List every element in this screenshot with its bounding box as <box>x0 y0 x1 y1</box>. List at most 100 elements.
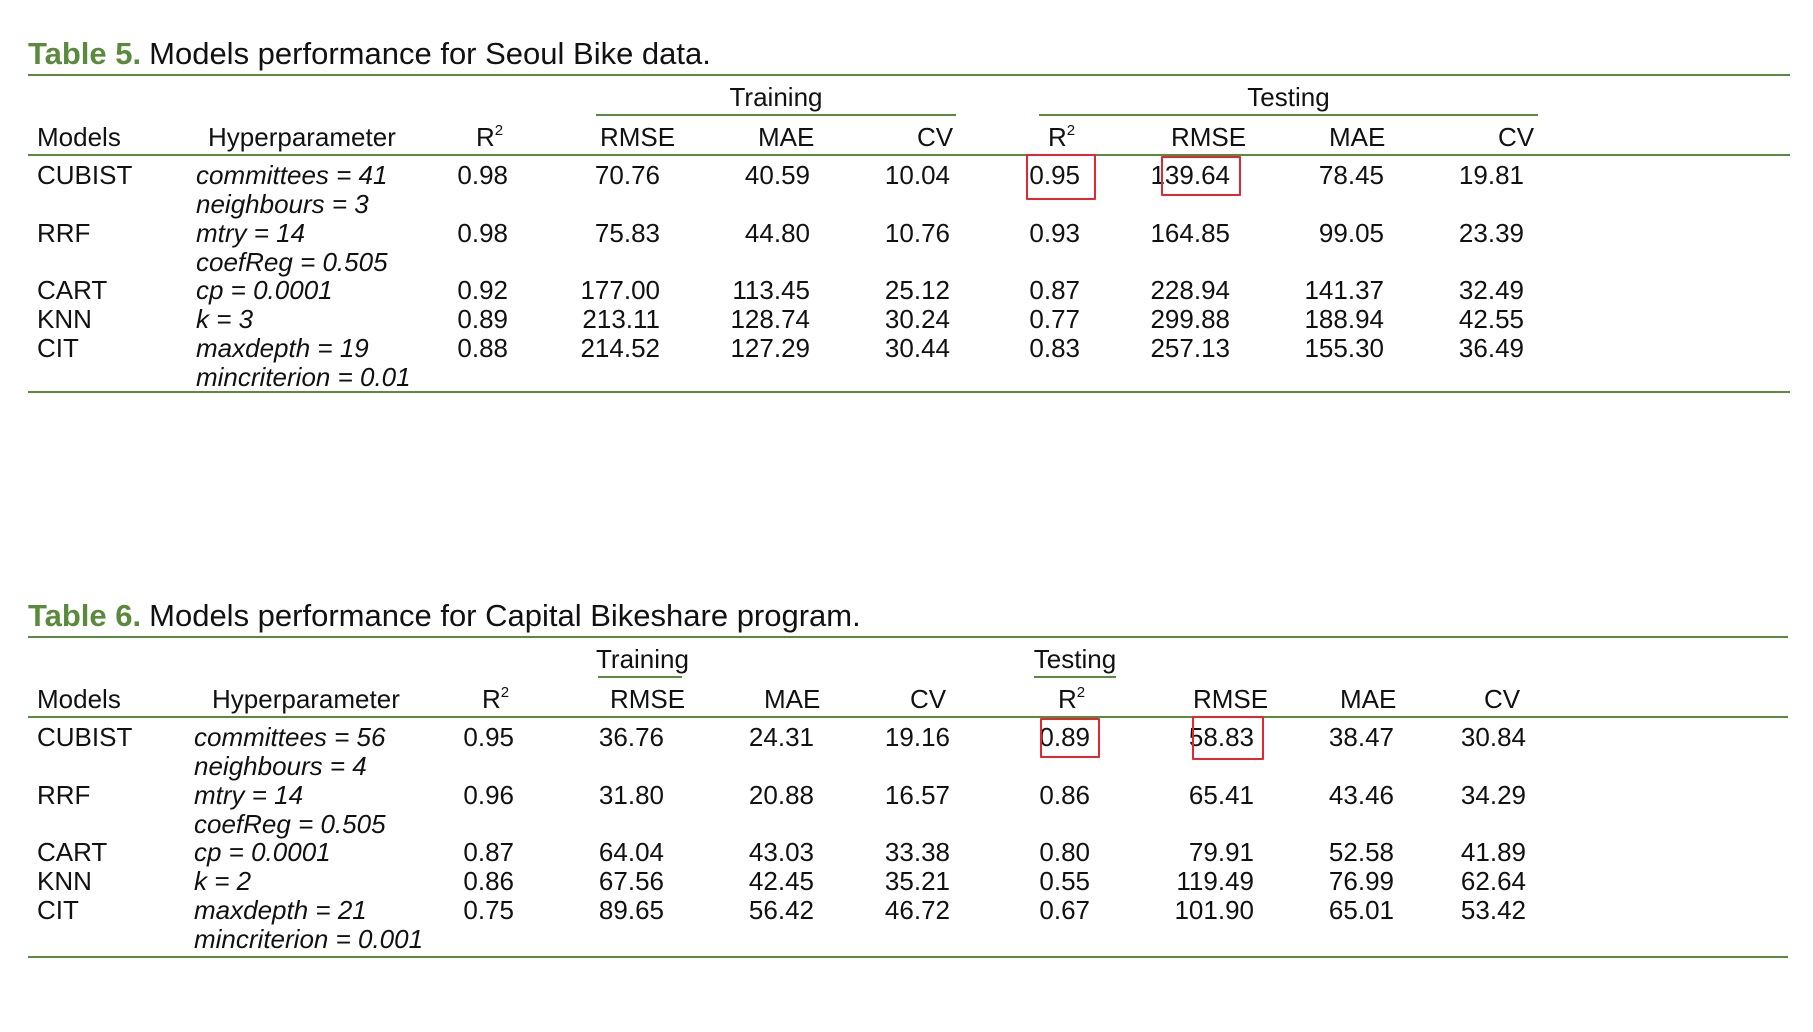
model-name: CIT <box>37 895 79 925</box>
test-r2-value: 0.77 <box>1029 304 1080 334</box>
test-rmse-value: 164.85 <box>1150 218 1230 248</box>
test-mae-value: 65.01 <box>1328 895 1394 925</box>
table-caption: Table 6. Models performance for Capital B… <box>28 596 861 636</box>
test-rmse-value: 299.88 <box>1150 304 1230 334</box>
train-mae-value: 43.03 <box>748 837 814 867</box>
hyperparameter: committees = 41 <box>196 160 388 190</box>
train-r2-value: 0.87 <box>463 837 514 867</box>
group-header-testing: Testing <box>1033 644 1117 674</box>
table-number: Table 5. <box>28 36 142 71</box>
top-rule <box>28 636 1788 638</box>
test-cv-value: 62.64 <box>1460 866 1526 896</box>
hyperparameter: neighbours = 3 <box>196 189 369 219</box>
train-mae-value: 40.59 <box>744 160 810 190</box>
test-mae-value: 52.58 <box>1328 837 1394 867</box>
hyperparameter: maxdepth = 19 <box>196 333 369 363</box>
test-r2-value: 0.83 <box>1029 333 1080 363</box>
test-r2-value: 0.55 <box>1039 866 1090 896</box>
train-rmse-value: 213.11 <box>582 304 660 334</box>
train-rmse-value: 89.65 <box>598 895 664 925</box>
model-name: RRF <box>37 218 91 248</box>
test-cv-value: 53.42 <box>1460 895 1526 925</box>
train-cv-value: 35.21 <box>884 866 950 896</box>
train-r2-value: 0.89 <box>457 304 508 334</box>
train-mae-value: 24.31 <box>748 722 814 752</box>
test-rmse-value: 257.13 <box>1150 333 1230 363</box>
train-r2-value: 0.88 <box>457 333 508 363</box>
table-title: Models performance for Seoul Bike data. <box>149 36 711 71</box>
header-test-r2: R2 <box>1048 122 1076 152</box>
header-train-r2: R2 <box>476 122 504 152</box>
hyperparameter: mincriterion = 0.01 <box>196 362 411 392</box>
hyperparameter: neighbours = 4 <box>194 751 367 781</box>
test-rmse-value: 65.41 <box>1188 780 1254 810</box>
train-rmse-value: 31.80 <box>598 780 664 810</box>
hyperparameter: mincriterion = 0.001 <box>194 924 424 954</box>
train-rmse-value: 70.76 <box>594 160 660 190</box>
test-mae-value: 43.46 <box>1328 780 1394 810</box>
model-name: RRF <box>37 780 91 810</box>
test-cv-value: 36.49 <box>1458 333 1524 363</box>
test-r2-value: 0.95 <box>1029 160 1080 190</box>
train-cv-value: 30.44 <box>884 333 950 363</box>
model-name: CUBIST <box>37 722 133 752</box>
test-rmse-value: 79.91 <box>1188 837 1254 867</box>
train-cv-value: 19.16 <box>884 722 950 752</box>
train-cv-value: 16.57 <box>884 780 950 810</box>
header-train-mae: MAE <box>764 684 821 714</box>
header-test-cv: CV <box>1484 684 1521 714</box>
header-hyperparameter: Hyperparameter <box>208 122 396 152</box>
header-test-mae: MAE <box>1329 122 1386 152</box>
train-mae-value: 56.42 <box>748 895 814 925</box>
test-cv-value: 30.84 <box>1460 722 1526 752</box>
train-mae-value: 127.29 <box>730 333 810 363</box>
test-r2-value: 0.93 <box>1029 218 1080 248</box>
header-rule <box>28 154 1790 156</box>
table-caption: Table 5. Models performance for Seoul Bik… <box>28 34 711 74</box>
train-mae-value: 128.74 <box>730 304 810 334</box>
test-cv-value: 23.39 <box>1458 218 1524 248</box>
group-header-training: Training <box>596 644 689 674</box>
test-rmse-value: 58.83 <box>1188 722 1254 752</box>
hyperparameter: mtry = 14 <box>194 780 304 810</box>
testing-span-rule <box>1034 676 1116 678</box>
test-mae-value: 141.37 <box>1304 275 1384 305</box>
train-r2-value: 0.92 <box>457 275 508 305</box>
test-r2-value: 0.67 <box>1039 895 1090 925</box>
hyperparameter: mtry = 14 <box>196 218 306 248</box>
hyperparameter: cp = 0.0001 <box>196 275 333 305</box>
header-test-mae: MAE <box>1340 684 1397 714</box>
header-train-rmse: RMSE <box>600 122 676 152</box>
highlight-box-test-r2 <box>1026 154 1096 200</box>
header-test-rmse: RMSE <box>1193 684 1269 714</box>
test-mae-value: 76.99 <box>1328 866 1394 896</box>
header-models: Models <box>37 684 121 714</box>
train-cv-value: 30.24 <box>884 304 950 334</box>
train-mae-value: 42.45 <box>748 866 814 896</box>
header-models: Models <box>37 122 121 152</box>
test-cv-value: 34.29 <box>1460 780 1526 810</box>
train-r2-value: 0.95 <box>463 722 514 752</box>
train-r2-value: 0.96 <box>463 780 514 810</box>
header-test-r2: R2 <box>1058 684 1086 714</box>
hyperparameter: coefReg = 0.505 <box>194 809 386 839</box>
group-header-training: Training <box>729 82 823 112</box>
model-name: CART <box>37 837 108 867</box>
test-cv-value: 19.81 <box>1458 160 1524 190</box>
header-test-rmse: RMSE <box>1171 122 1247 152</box>
model-name: CART <box>37 275 108 305</box>
test-mae-value: 155.30 <box>1304 333 1384 363</box>
train-cv-value: 33.38 <box>884 837 950 867</box>
hyperparameter: maxdepth = 21 <box>194 895 367 925</box>
model-name: KNN <box>37 866 92 896</box>
train-rmse-value: 177.00 <box>580 275 660 305</box>
train-r2-value: 0.98 <box>457 160 508 190</box>
test-rmse-value: 139.64 <box>1150 160 1230 190</box>
table-number: Table 6. <box>28 598 142 633</box>
test-cv-value: 42.55 <box>1458 304 1524 334</box>
bottom-rule <box>28 391 1790 393</box>
test-cv-value: 32.49 <box>1458 275 1524 305</box>
train-r2-value: 0.98 <box>457 218 508 248</box>
train-rmse-value: 214.52 <box>580 333 660 363</box>
bottom-rule <box>28 956 1788 958</box>
